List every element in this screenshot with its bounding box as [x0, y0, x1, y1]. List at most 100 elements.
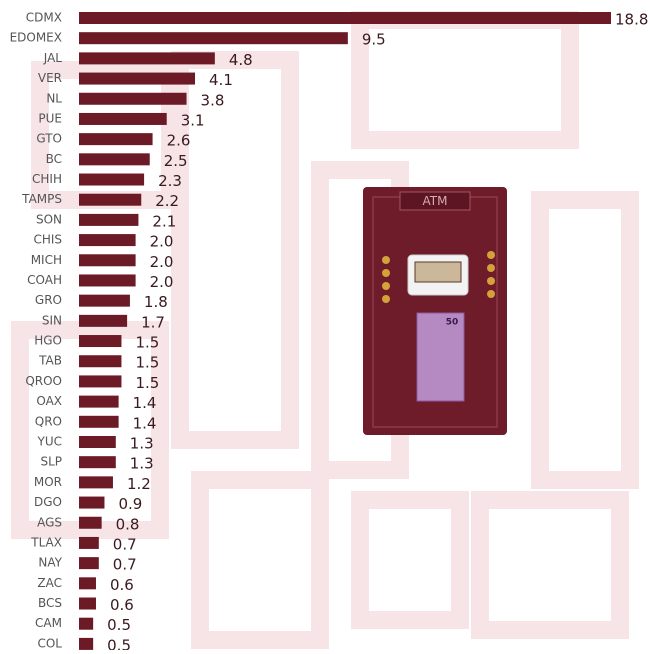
bar: [79, 52, 215, 64]
bar: [79, 153, 150, 165]
value-label: 1.5: [135, 334, 159, 352]
value-label: 0.7: [113, 535, 137, 553]
bar: [79, 335, 121, 347]
value-label: 2.6: [167, 132, 191, 150]
value-label: 3.8: [201, 91, 225, 109]
bar: [79, 456, 116, 468]
value-label: 0.5: [107, 636, 131, 650]
value-label: 2.5: [164, 152, 188, 170]
value-label: 0.6: [110, 576, 134, 594]
category-label: GRO: [35, 293, 62, 307]
bar: [79, 476, 113, 488]
category-label: BCS: [38, 596, 62, 610]
category-label: PUE: [38, 111, 62, 125]
value-label: 2.0: [150, 253, 174, 271]
category-label: COL: [37, 636, 62, 650]
bar: [79, 174, 144, 186]
bar: [79, 133, 153, 145]
category-label: BC: [46, 152, 62, 166]
atm-illustration: ATM 50: [363, 187, 507, 435]
category-label: EDOMEX: [10, 31, 62, 45]
bar: [79, 113, 167, 125]
category-label: GTO: [36, 132, 62, 146]
bar: [79, 214, 138, 226]
category-label: SIN: [42, 313, 62, 327]
category-label: OAX: [36, 394, 62, 408]
category-label: HGO: [34, 334, 62, 348]
chart: ATM 50 CDMX 18.8 EDOMEX 9.5 JAL 4.8 VER 4.1 NL 3.…: [0, 0, 650, 650]
bar: [79, 73, 195, 85]
category-label: AGS: [37, 515, 62, 529]
value-label: 1.4: [133, 414, 157, 432]
category-label: ZAC: [37, 576, 62, 590]
value-label: 2.1: [152, 212, 176, 230]
value-label: 1.2: [127, 475, 151, 493]
value-label: 9.5: [362, 31, 386, 49]
bar: [79, 295, 130, 307]
value-label: 1.8: [144, 293, 168, 311]
bar: [79, 234, 136, 246]
bar: [79, 497, 104, 509]
value-label: 2.3: [158, 172, 182, 190]
value-label: 0.5: [107, 616, 131, 634]
bar: [79, 598, 96, 610]
category-label: VER: [38, 71, 62, 85]
bar: [79, 32, 348, 44]
bar: [79, 517, 102, 529]
value-label: 2.0: [150, 273, 174, 291]
bar: [79, 254, 136, 266]
category-label: DGO: [34, 495, 62, 509]
category-label: SON: [36, 212, 62, 226]
category-label: MOR: [34, 475, 62, 489]
note-label: 50: [446, 318, 459, 328]
value-label: 1.5: [135, 354, 159, 372]
bar: [79, 557, 99, 569]
bar: [79, 375, 121, 387]
value-label: 1.7: [141, 313, 165, 331]
category-label: CHIS: [33, 233, 62, 247]
category-label: MICH: [31, 253, 62, 267]
bar: [79, 355, 121, 367]
value-label: 0.7: [113, 556, 137, 574]
bar: [79, 638, 93, 650]
bar: [79, 618, 93, 630]
bar: [79, 436, 116, 448]
category-label: TLAX: [30, 535, 62, 549]
bar: [79, 577, 96, 589]
value-label: 0.8: [116, 515, 140, 533]
value-label: 4.1: [209, 71, 233, 89]
value-label: 1.5: [135, 374, 159, 392]
bar: [79, 93, 187, 105]
category-label: SLP: [40, 455, 62, 469]
atm-label: ATM: [423, 194, 448, 208]
value-label: 2.2: [155, 192, 179, 210]
bar: [79, 416, 119, 428]
category-label: QROO: [25, 374, 62, 388]
category-label: CAM: [35, 616, 62, 630]
category-label: QRO: [35, 414, 62, 428]
value-label: 0.6: [110, 596, 134, 614]
value-label: 1.4: [133, 394, 157, 412]
bar: [79, 194, 141, 206]
category-label: JAL: [43, 51, 63, 65]
category-label: TAB: [38, 354, 62, 368]
category-label: NL: [46, 91, 62, 105]
category-label: CDMX: [26, 11, 62, 25]
value-label: 1.3: [130, 455, 154, 473]
bar: [79, 12, 611, 24]
category-label: CHIH: [32, 172, 62, 186]
bar: [79, 274, 136, 286]
bar: [79, 537, 99, 549]
value-label: 4.8: [229, 51, 253, 69]
bar: [79, 315, 127, 327]
value-label: 18.8: [615, 11, 648, 29]
value-label: 3.1: [181, 111, 205, 129]
category-label: NAY: [38, 556, 62, 570]
value-label: 0.9: [118, 495, 142, 513]
value-label: 1.3: [130, 434, 154, 452]
value-label: 2.0: [150, 233, 174, 251]
category-label: YUC: [37, 434, 63, 448]
category-label: TAMPS: [21, 192, 62, 206]
bar: [79, 396, 119, 408]
category-label: COAH: [27, 273, 62, 287]
